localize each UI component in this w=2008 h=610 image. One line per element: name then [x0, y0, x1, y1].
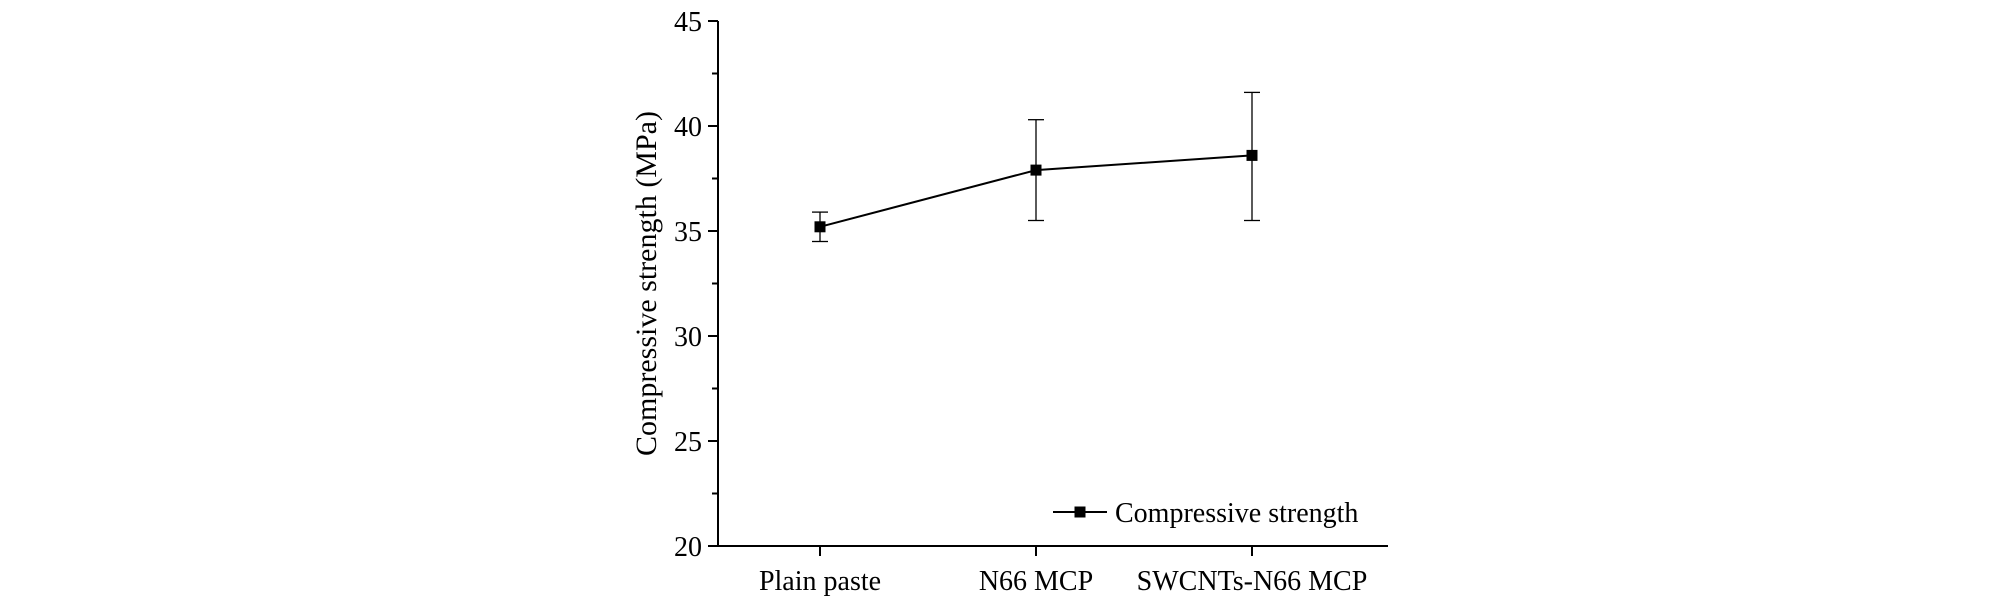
- data-point-marker: [814, 221, 826, 233]
- x-tick-label: SWCNTs-N66 MCP: [1137, 566, 1368, 597]
- legend-marker-sample: [1074, 506, 1086, 518]
- series-markers: [814, 149, 1258, 233]
- y-tick-label: 20: [674, 532, 702, 563]
- x-tick-label: N66 MCP: [979, 566, 1093, 597]
- y-tick-label: 35: [674, 217, 702, 248]
- y-tick-label: 25: [674, 427, 702, 458]
- y-tick-label: 40: [674, 112, 702, 143]
- legend: Compressive strength: [1053, 498, 1358, 529]
- y-tick-label: 30: [674, 322, 702, 353]
- x-tick-label: Plain paste: [759, 566, 881, 597]
- y-tick-label: 45: [674, 7, 702, 38]
- data-point-marker: [1246, 149, 1258, 161]
- axes: 20 25 30 35 40 45 Plain paste N66 MCP SWCNTs-N66…: [630, 7, 1388, 597]
- data-point-marker: [1030, 164, 1042, 176]
- y-axis-title: Compressive strength (MPa): [630, 111, 663, 456]
- legend-label: Compressive strength: [1115, 498, 1358, 529]
